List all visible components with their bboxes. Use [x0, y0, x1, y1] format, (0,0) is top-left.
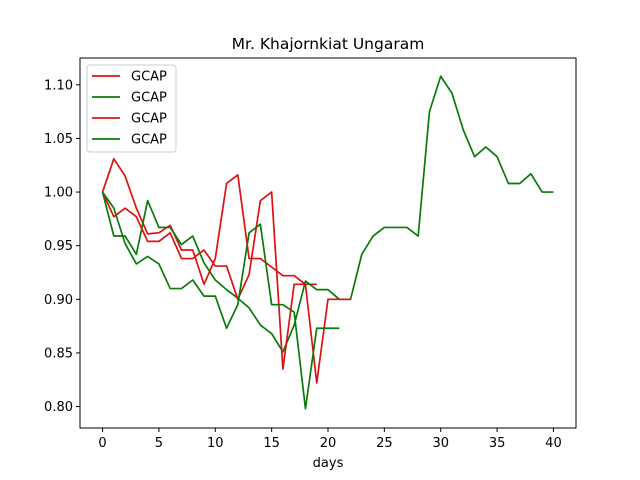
y-tick-label: 1.10: [44, 78, 73, 93]
series-line-2: [101, 75, 554, 353]
series-line-4: [101, 191, 340, 410]
y-tick-label: 0.90: [44, 293, 73, 308]
x-tick-label: 0: [98, 436, 106, 451]
y-axis: 0.80 0.85 0.90 0.95 1.00 1.05 1.10: [44, 78, 80, 415]
x-tick-label: 25: [376, 436, 393, 451]
legend-label-4: GCAP: [131, 133, 167, 148]
y-tick-label: 0.80: [44, 400, 73, 415]
legend-label-1: GCAP: [131, 70, 167, 85]
y-tick-label: 0.85: [44, 346, 73, 361]
y-tick-label: 1.05: [44, 132, 73, 147]
legend-label-3: GCAP: [131, 112, 167, 127]
x-axis: 0 5 10 15 20 25 30 35 40: [98, 428, 562, 451]
legend-label-2: GCAP: [131, 91, 167, 106]
x-tick-label: 5: [155, 436, 163, 451]
x-tick-label: 15: [263, 436, 280, 451]
x-tick-label: 10: [207, 436, 224, 451]
x-tick-label: 30: [432, 436, 449, 451]
y-tick-label: 0.95: [44, 239, 73, 254]
x-axis-title: days: [313, 456, 344, 471]
series-layer: [101, 75, 554, 410]
x-tick-label: 35: [489, 436, 506, 451]
y-tick-label: 1.00: [44, 186, 73, 201]
x-tick-label: 20: [320, 436, 337, 451]
legend: GCAP GCAP GCAP GCAP: [86, 64, 177, 153]
x-tick-label: 40: [545, 436, 562, 451]
legend-box: [86, 64, 177, 153]
series-line-3: [101, 191, 351, 384]
chart-title: Mr. Khajornkiat Ungaram: [232, 35, 425, 53]
